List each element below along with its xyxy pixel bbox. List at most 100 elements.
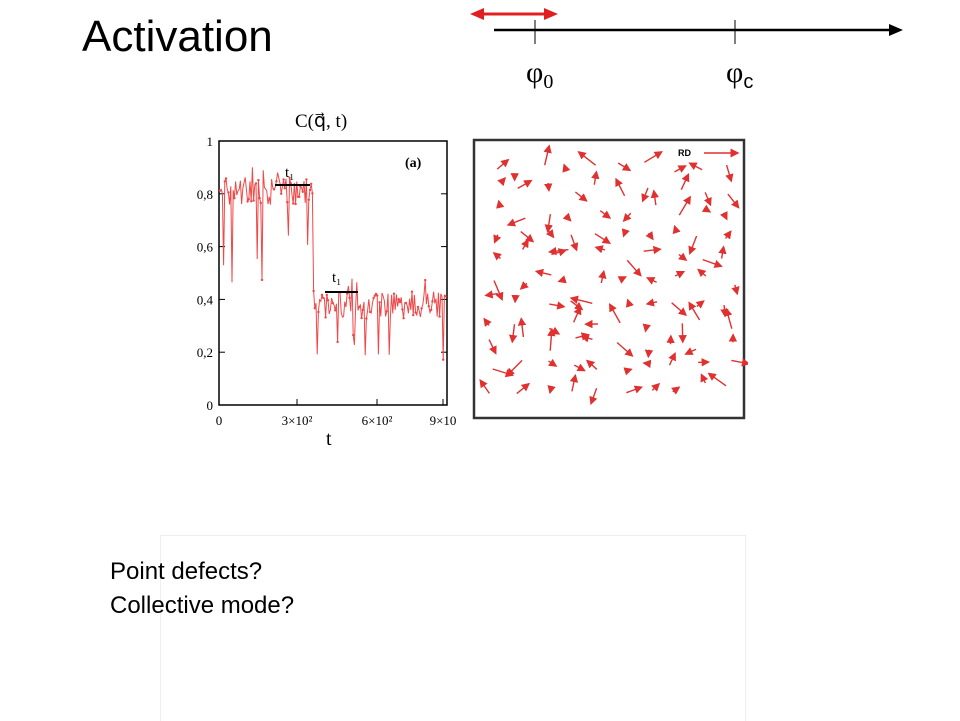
phic-label: φc <box>726 56 753 90</box>
y-tick-label: 0,2 <box>197 345 213 360</box>
t1-label-2: t₁ <box>332 270 341 286</box>
signal-dot <box>324 316 326 318</box>
signal-dot <box>260 202 262 204</box>
signal-dot <box>352 334 354 336</box>
signal-dot <box>317 311 319 313</box>
signal-dot <box>227 191 229 193</box>
signal-dot <box>248 198 250 200</box>
signal-dot <box>298 196 300 198</box>
signal-dot <box>255 182 257 184</box>
signal-dot <box>233 197 235 199</box>
signal-dot <box>273 188 275 190</box>
red-arrowhead-right <box>544 8 558 20</box>
phic-symbol: φ <box>726 56 743 89</box>
signal-dot <box>305 178 307 180</box>
signal-dot <box>219 190 221 192</box>
displacement-arrow <box>648 350 649 357</box>
signal-dot <box>302 191 304 193</box>
signal-dot <box>369 311 371 313</box>
signal-dot <box>334 309 336 311</box>
signal-dot <box>310 183 312 185</box>
question-point-defects: Point defects? <box>110 558 262 586</box>
signal-dot <box>275 180 277 182</box>
phi0-symbol: φ <box>526 56 543 89</box>
signal-dot <box>402 317 404 319</box>
signal-dot <box>444 295 446 297</box>
signal-dot <box>321 294 323 296</box>
displacement-arrow <box>724 305 725 316</box>
y-tick-label: 0,4 <box>197 292 214 307</box>
signal-dot <box>365 317 367 319</box>
signal-dot <box>372 297 374 299</box>
signal-dot <box>386 310 388 312</box>
phi0-label: φ0 <box>526 56 553 90</box>
signal-dot <box>360 317 362 319</box>
signal-dot <box>250 200 252 202</box>
signal-dot <box>294 203 296 205</box>
signal-dot <box>393 293 395 295</box>
signal-dot <box>362 309 364 311</box>
y-tick-label: 1 <box>207 134 214 149</box>
signal-dot <box>257 179 259 181</box>
signal-dot <box>292 202 294 204</box>
signal-dot <box>224 180 226 182</box>
field-legend-label: RD <box>678 148 691 158</box>
field-frame <box>474 140 744 418</box>
signal-dot <box>326 294 328 296</box>
phic-subscript: c <box>743 71 753 93</box>
signal-dot <box>322 297 324 299</box>
signal-dot <box>398 298 400 300</box>
signal-dot <box>358 306 360 308</box>
signal-dot <box>309 189 311 191</box>
signal-dot <box>376 294 378 296</box>
signal-dot <box>411 291 413 293</box>
displacement-arrow <box>548 183 549 191</box>
x-axis-label: t <box>326 428 332 445</box>
signal-dot <box>399 301 401 303</box>
t1-label-1: t₁ <box>285 165 294 181</box>
signal-dot <box>327 299 329 301</box>
displacement-arrow <box>644 363 651 364</box>
signal-dot <box>412 314 414 316</box>
plot-header: C(q⃗, t) <box>295 111 347 132</box>
signal-dot <box>284 187 286 189</box>
signal-dot <box>348 297 350 299</box>
signal-dot <box>308 199 310 201</box>
signal-dot <box>438 315 440 317</box>
signal-dot <box>420 307 422 309</box>
signal-dot <box>314 307 316 309</box>
phi-axis-diagram <box>0 0 960 110</box>
signal-dot <box>312 290 314 292</box>
signal-dot <box>311 192 313 194</box>
signal-dot <box>424 279 426 281</box>
y-tick-label: 0,8 <box>197 187 213 202</box>
x-tick-label: 9×10 <box>430 413 457 428</box>
phi0-subscript: 0 <box>543 71 553 93</box>
signal-dot <box>286 201 288 203</box>
displacement-arrow <box>682 323 683 342</box>
red-arrowhead-left <box>470 8 484 20</box>
signal-dot <box>405 302 407 304</box>
signal-dot <box>401 308 403 310</box>
signal-dot <box>261 279 263 281</box>
signal-dot <box>378 301 380 303</box>
signal-dot <box>225 177 227 179</box>
signal-dot <box>258 197 260 199</box>
displacement-field-plot: RD <box>472 138 748 420</box>
y-tick-label: 0,6 <box>197 240 214 255</box>
y-tick-label: 0 <box>207 398 214 413</box>
panel-label: (a) <box>405 156 422 171</box>
signal-dot <box>431 300 433 302</box>
signal-dot <box>417 306 419 308</box>
signal-dot <box>430 309 432 311</box>
signal-dot <box>428 305 430 307</box>
question-collective-mode: Collective mode? <box>110 592 294 620</box>
signal-dot <box>332 302 334 304</box>
x-tick-label: 0 <box>216 413 223 428</box>
signal-dot <box>442 359 444 361</box>
x-tick-label: 3×10² <box>282 413 313 428</box>
signal-dot <box>414 311 416 313</box>
signal-dot <box>252 199 254 201</box>
signal-dot <box>280 193 282 195</box>
